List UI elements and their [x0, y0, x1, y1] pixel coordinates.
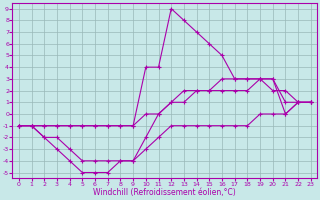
X-axis label: Windchill (Refroidissement éolien,°C): Windchill (Refroidissement éolien,°C) — [93, 188, 236, 197]
